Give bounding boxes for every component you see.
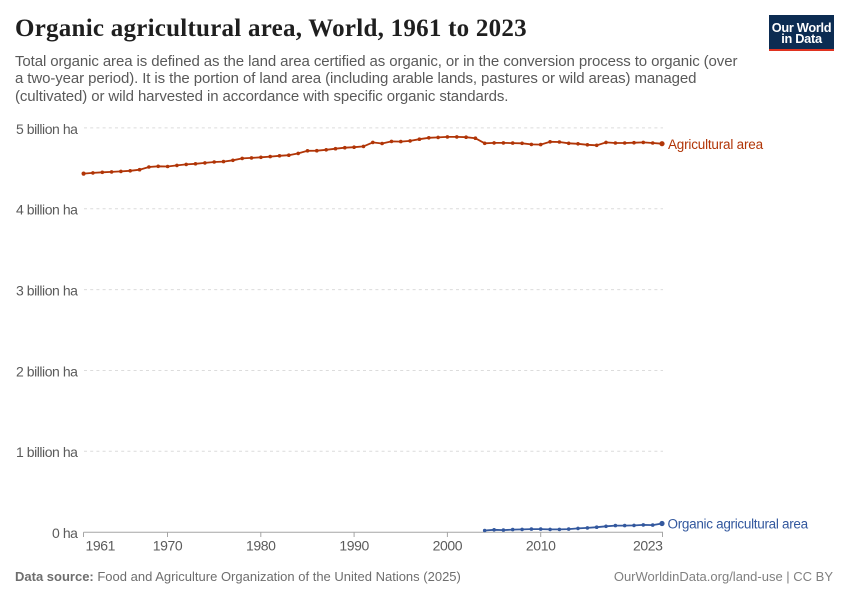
svg-text:0 ha: 0 ha (52, 525, 78, 541)
svg-text:1970: 1970 (153, 538, 183, 554)
svg-text:3 billion ha: 3 billion ha (16, 282, 78, 298)
svg-text:Agricultural area: Agricultural area (668, 137, 764, 152)
svg-text:Organic agricultural area: Organic agricultural area (668, 516, 809, 531)
svg-text:1980: 1980 (246, 538, 276, 554)
svg-text:1 billion ha: 1 billion ha (16, 444, 78, 460)
svg-text:5 billion ha: 5 billion ha (16, 121, 78, 137)
svg-text:1990: 1990 (339, 538, 369, 554)
svg-text:1961: 1961 (86, 538, 116, 554)
svg-text:2000: 2000 (433, 538, 463, 554)
svg-text:2010: 2010 (526, 538, 556, 554)
svg-text:2 billion ha: 2 billion ha (16, 363, 78, 379)
svg-text:4 billion ha: 4 billion ha (16, 202, 78, 218)
svg-text:2023: 2023 (633, 538, 663, 554)
